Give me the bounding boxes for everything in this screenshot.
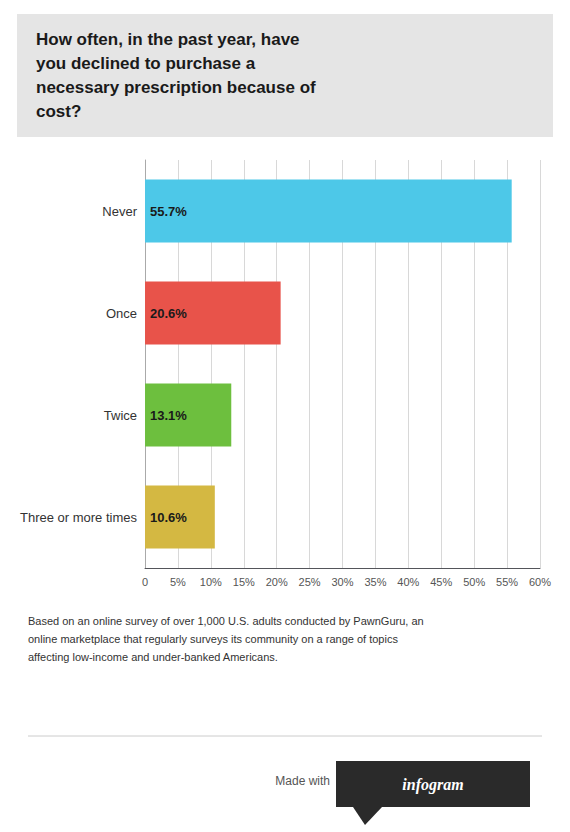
svg-text:Three or more times: Three or more times [20, 510, 138, 525]
svg-text:online marketplace that regula: online marketplace that regularly survey… [28, 633, 398, 645]
svg-text:35%: 35% [364, 576, 386, 588]
svg-text:45%: 45% [430, 576, 452, 588]
svg-text:necessary prescription because: necessary prescription because of [36, 78, 316, 97]
svg-text:you declined to purchase a: you declined to purchase a [36, 54, 256, 73]
svg-text:Twice: Twice [104, 408, 137, 423]
svg-text:40%: 40% [397, 576, 419, 588]
svg-text:15%: 15% [233, 576, 255, 588]
svg-text:5%: 5% [170, 576, 186, 588]
svg-text:30%: 30% [332, 576, 354, 588]
svg-text:60%: 60% [529, 576, 551, 588]
svg-text:10.6%: 10.6% [150, 510, 187, 525]
svg-text:10%: 10% [200, 576, 222, 588]
svg-text:20.6%: 20.6% [150, 306, 187, 321]
svg-text:Once: Once [106, 306, 137, 321]
svg-text:50%: 50% [463, 576, 485, 588]
svg-text:affecting low-income and under: affecting low-income and under-banked Am… [28, 651, 278, 663]
svg-text:How often, in the past year, h: How often, in the past year, have [36, 30, 300, 49]
svg-text:Based on an online survey of o: Based on an online survey of over 1,000 … [28, 615, 424, 627]
svg-text:cost?: cost? [36, 102, 81, 121]
svg-text:55.7%: 55.7% [150, 204, 187, 219]
svg-text:55%: 55% [496, 576, 518, 588]
svg-text:20%: 20% [266, 576, 288, 588]
svg-text:25%: 25% [299, 576, 321, 588]
svg-text:Made with: Made with [275, 774, 330, 788]
svg-text:0: 0 [142, 576, 148, 588]
svg-text:13.1%: 13.1% [150, 408, 187, 423]
svg-text:infogram: infogram [402, 776, 463, 794]
svg-text:Never: Never [102, 204, 137, 219]
